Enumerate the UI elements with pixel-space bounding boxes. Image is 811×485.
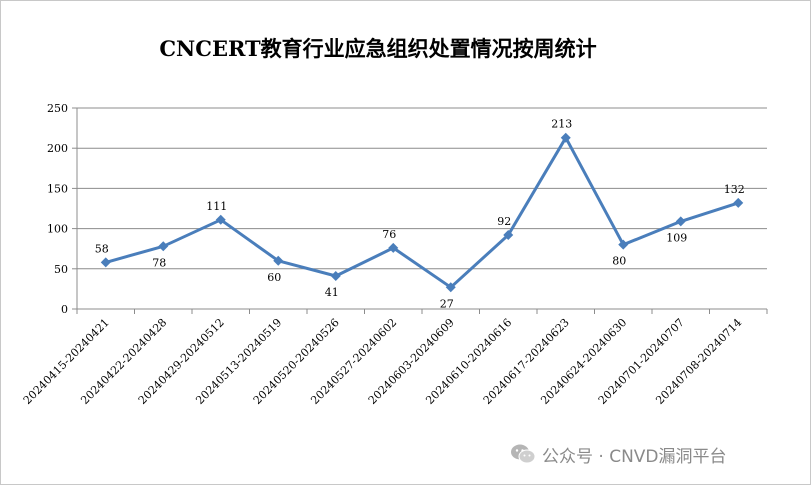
data-label: 109 (666, 231, 687, 244)
y-tick-label: 200 (47, 142, 68, 155)
data-point (330, 271, 341, 282)
data-point (273, 255, 284, 266)
data-point (560, 132, 571, 143)
data-label: 60 (267, 271, 281, 284)
data-label: 80 (612, 255, 626, 268)
series-line (105, 136, 739, 289)
data-point (618, 239, 629, 250)
y-tick-label: 50 (54, 263, 68, 276)
y-tick-label: 100 (47, 223, 68, 236)
data-point (733, 197, 744, 208)
y-axis: 0 50 100 150 200 250 (47, 102, 78, 316)
chart-title: CNCERT教育行业应急组织处置情况按周统计 (159, 36, 596, 61)
data-point (388, 242, 399, 253)
data-labels: 58 78 111 60 41 76 27 92 213 80 109 132 (95, 118, 745, 311)
gridlines (77, 107, 767, 270)
y-tick-label: 250 (47, 102, 68, 115)
wechat-icon (510, 443, 536, 465)
data-label: 213 (551, 118, 572, 131)
data-point (503, 230, 514, 241)
data-label: 78 (152, 256, 166, 269)
series-polyline (105, 136, 739, 289)
y-tick-label: 150 (47, 182, 68, 195)
data-label: 92 (497, 215, 511, 228)
data-point (445, 282, 456, 293)
data-point (158, 241, 169, 252)
data-label: 27 (440, 297, 454, 310)
series-markers (100, 132, 744, 293)
data-point (100, 257, 111, 268)
data-point (675, 216, 686, 227)
watermark-text: 公众号 · CNVD漏洞平台 (542, 446, 727, 467)
y-tick-label: 0 (61, 303, 68, 316)
watermark: 公众号 · CNVD漏洞平台 (510, 441, 727, 467)
data-label: 111 (206, 200, 227, 213)
data-point (215, 214, 226, 225)
data-label: 41 (325, 286, 339, 299)
data-label: 76 (382, 228, 396, 241)
data-label: 132 (724, 183, 745, 196)
data-label: 58 (95, 242, 109, 255)
x-axis: 20240415-2024042120240422-20240428202404… (21, 308, 768, 407)
